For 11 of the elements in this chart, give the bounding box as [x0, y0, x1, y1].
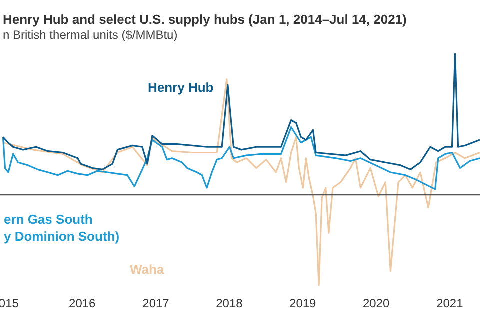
- x-tick-label: 2017: [142, 296, 170, 310]
- chart-subtitle: n British thermal units ($/MMBtu): [3, 28, 178, 42]
- text: Waha: [130, 262, 165, 277]
- x-tick-label: 2018: [216, 296, 244, 310]
- x-tick-label: 2020: [362, 296, 390, 310]
- text: ern Gas South y Dominion South): [4, 212, 120, 244]
- x-tick-label: 2021: [436, 296, 464, 310]
- series-label: Henry Hub: [148, 80, 214, 95]
- x-tick-label: 2019: [290, 296, 317, 310]
- chart-title: Henry Hub and select U.S. supply hubs (Jan 1, 2014–Jul 14, 2021): [3, 12, 407, 28]
- x-tick-label: 2016: [69, 296, 96, 310]
